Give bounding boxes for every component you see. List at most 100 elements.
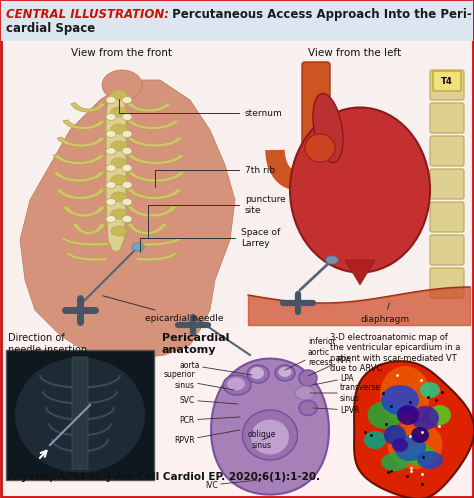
Ellipse shape	[111, 158, 127, 168]
Text: epicardial needle: epicardial needle	[103, 296, 224, 323]
Ellipse shape	[250, 367, 264, 379]
Ellipse shape	[313, 94, 343, 162]
Text: T4: T4	[441, 77, 453, 86]
Text: diaphragm: diaphragm	[360, 303, 410, 324]
FancyBboxPatch shape	[430, 202, 464, 232]
Ellipse shape	[367, 401, 402, 429]
Ellipse shape	[122, 164, 132, 171]
Ellipse shape	[102, 70, 142, 100]
Ellipse shape	[106, 130, 116, 137]
Polygon shape	[71, 103, 105, 112]
Polygon shape	[106, 90, 126, 252]
Text: RPVR: RPVR	[174, 430, 240, 445]
Ellipse shape	[122, 181, 132, 189]
Ellipse shape	[411, 406, 439, 430]
Polygon shape	[20, 80, 235, 358]
Ellipse shape	[122, 130, 132, 137]
Polygon shape	[63, 206, 105, 217]
Ellipse shape	[417, 451, 443, 469]
Text: RPA: RPA	[308, 356, 351, 376]
Text: Direction of
needle insertion: Direction of needle insertion	[8, 333, 87, 355]
Polygon shape	[354, 361, 474, 498]
Text: PCR: PCR	[180, 415, 240, 424]
Text: inferior
aortic
recess: inferior aortic recess	[285, 337, 336, 370]
Ellipse shape	[111, 124, 127, 134]
Ellipse shape	[429, 405, 451, 425]
Polygon shape	[128, 189, 182, 200]
Ellipse shape	[392, 438, 408, 452]
Ellipse shape	[388, 421, 443, 469]
Ellipse shape	[122, 114, 132, 121]
Text: LPA: LPA	[313, 374, 354, 385]
FancyBboxPatch shape	[302, 62, 330, 178]
Ellipse shape	[106, 216, 116, 223]
Text: Space of
Larrey: Space of Larrey	[140, 228, 280, 252]
Polygon shape	[211, 359, 329, 495]
Polygon shape	[73, 223, 105, 235]
FancyBboxPatch shape	[72, 357, 88, 469]
Ellipse shape	[122, 216, 132, 223]
Polygon shape	[65, 252, 108, 261]
Ellipse shape	[111, 107, 127, 117]
Ellipse shape	[106, 97, 116, 104]
FancyBboxPatch shape	[430, 103, 464, 133]
Text: Percutaneous Access Approach Into the Peri-: Percutaneous Access Approach Into the Pe…	[168, 8, 472, 21]
Text: CENTRAL ILLUSTRATION:: CENTRAL ILLUSTRATION:	[6, 8, 169, 21]
Ellipse shape	[111, 192, 127, 202]
Ellipse shape	[405, 444, 435, 466]
Ellipse shape	[111, 90, 127, 100]
FancyBboxPatch shape	[430, 268, 464, 298]
Polygon shape	[127, 223, 167, 235]
Polygon shape	[128, 120, 179, 129]
Ellipse shape	[106, 164, 116, 171]
Polygon shape	[345, 260, 375, 285]
Ellipse shape	[364, 431, 386, 449]
Ellipse shape	[384, 425, 406, 445]
Polygon shape	[128, 171, 184, 182]
Ellipse shape	[106, 199, 116, 206]
Text: LPVR: LPVR	[313, 405, 359, 414]
Text: transverse
sinus: transverse sinus	[310, 383, 381, 403]
Ellipse shape	[394, 435, 426, 461]
Text: Pericardial
anatomy: Pericardial anatomy	[162, 333, 229, 355]
Ellipse shape	[411, 427, 429, 443]
Ellipse shape	[111, 209, 127, 219]
Ellipse shape	[299, 400, 317, 415]
Ellipse shape	[397, 405, 419, 425]
Ellipse shape	[290, 108, 430, 272]
Polygon shape	[63, 120, 105, 129]
Ellipse shape	[381, 385, 419, 415]
Text: superior
sinus: superior sinus	[163, 371, 234, 390]
Ellipse shape	[106, 114, 116, 121]
Ellipse shape	[122, 199, 132, 206]
Polygon shape	[53, 154, 105, 164]
Polygon shape	[134, 238, 182, 246]
Polygon shape	[53, 171, 105, 182]
Ellipse shape	[223, 375, 251, 395]
Ellipse shape	[111, 175, 127, 185]
Ellipse shape	[111, 141, 127, 151]
FancyBboxPatch shape	[6, 350, 154, 480]
Polygon shape	[128, 137, 182, 147]
Text: Aryana, A. et al. J Am Coll Cardiol EP. 2020;6(1):1-20.: Aryana, A. et al. J Am Coll Cardiol EP. …	[8, 472, 320, 482]
Ellipse shape	[295, 386, 315, 400]
Text: cardial Space: cardial Space	[6, 22, 95, 35]
Ellipse shape	[122, 147, 132, 154]
Text: IVC: IVC	[205, 480, 258, 490]
Ellipse shape	[381, 453, 409, 471]
Ellipse shape	[251, 419, 289, 455]
Ellipse shape	[122, 97, 132, 104]
Ellipse shape	[279, 367, 292, 377]
FancyBboxPatch shape	[430, 70, 464, 100]
FancyBboxPatch shape	[433, 71, 461, 91]
Ellipse shape	[106, 181, 116, 189]
Ellipse shape	[420, 382, 440, 398]
Ellipse shape	[227, 377, 245, 390]
FancyBboxPatch shape	[430, 136, 464, 166]
Polygon shape	[61, 238, 109, 246]
Text: 3-D electroanatomic map of
the ventricular epicardium in a
patient with scar-med: 3-D electroanatomic map of the ventricul…	[330, 333, 460, 373]
Ellipse shape	[326, 256, 338, 264]
Polygon shape	[136, 252, 177, 261]
FancyBboxPatch shape	[1, 1, 473, 41]
Ellipse shape	[243, 410, 298, 460]
